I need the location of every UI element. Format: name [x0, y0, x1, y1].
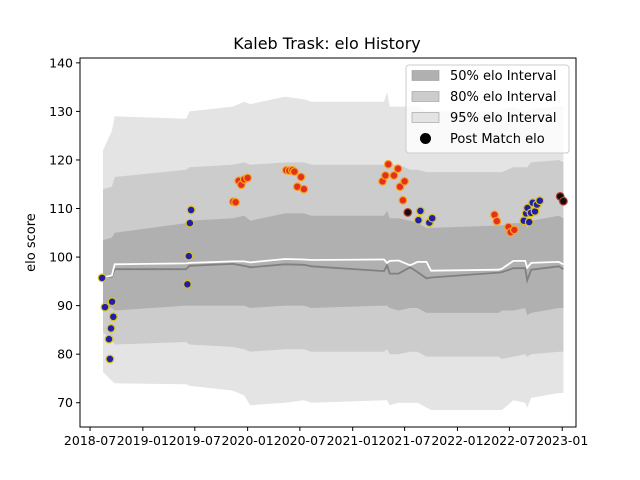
match-point-loss [535, 196, 545, 206]
x-tick-label: 2022-07 [483, 433, 535, 448]
y-tick-label: 80 [57, 347, 73, 362]
y-tick-label: 110 [49, 201, 73, 216]
x-tick-label: 2018-07 [64, 433, 116, 448]
match-point-win [290, 167, 299, 177]
legend-swatch [411, 70, 440, 81]
x-tick-label: 2021-01 [327, 433, 379, 448]
match-point-win [389, 171, 399, 180]
median-elo-line [102, 262, 564, 284]
match-point-win [383, 159, 393, 169]
chart-title: Kaleb Trask: elo History [233, 34, 421, 53]
match-point-loss [427, 213, 437, 223]
match-point-win [393, 164, 403, 174]
match-point-loss [106, 324, 116, 333]
mean-elo-line [102, 258, 564, 279]
match-point-loss [100, 302, 110, 312]
legend-swatch [411, 112, 440, 123]
match-point-loss [107, 297, 117, 307]
legend-label: 80% elo Interval [450, 90, 557, 105]
match-point-loss [185, 218, 195, 228]
legend-label: 95% elo Interval [450, 111, 557, 126]
legend-box [405, 64, 570, 154]
match-point-win [400, 176, 410, 186]
match-point-win [299, 184, 309, 194]
match-point-win [509, 225, 519, 235]
match-point-loss [414, 215, 423, 225]
match-point-win [231, 197, 241, 207]
x-tick-label: 2023-01 [536, 433, 588, 448]
match-point-loss [524, 217, 534, 227]
y-axis-title: elo score [24, 213, 39, 272]
match-point-loss [105, 354, 115, 364]
y-tick-label: 90 [57, 298, 73, 313]
match-point-draw [403, 207, 413, 217]
legend: 50% elo Interval 80% elo Interval 95% elo … [405, 64, 570, 154]
match-point-loss [416, 206, 425, 216]
y-axis: 70 80 90 100 110 120 130 140 [49, 55, 80, 410]
match-point-win [395, 182, 405, 192]
x-tick-label: 2019-01 [117, 433, 169, 448]
legend-swatch [411, 91, 440, 102]
band-50-interval [103, 210, 564, 316]
match-point-loss [97, 273, 107, 283]
x-tick-label: 2022-01 [431, 433, 483, 448]
x-tick-label: 2020-07 [274, 433, 326, 448]
legend-label: Post Match elo [450, 132, 545, 147]
y-tick-label: 100 [49, 250, 73, 265]
legend-label: 50% elo Interval [450, 69, 557, 84]
match-point-loss [104, 334, 114, 344]
y-tick-label: 140 [49, 55, 73, 70]
y-tick-label: 70 [57, 395, 73, 410]
y-tick-label: 130 [49, 104, 73, 119]
match-point-loss [186, 205, 196, 215]
match-point-loss [108, 312, 118, 322]
plot-frame [79, 57, 577, 428]
y-tick-label: 120 [49, 152, 73, 167]
match-point-win [381, 171, 390, 180]
match-point-win [398, 195, 408, 205]
match-point-loss [184, 251, 194, 261]
plot-area [97, 92, 568, 410]
x-tick-label: 2021-07 [379, 433, 431, 448]
x-axis: 2018-07 2019-01 2019-07 2020-01 2020-07 2021-… [64, 427, 588, 448]
match-point-win [296, 172, 306, 182]
match-point-win [492, 216, 502, 226]
legend-marker [420, 133, 431, 144]
match-point-draw [559, 196, 568, 206]
match-point-loss [182, 279, 192, 289]
match-point-win [243, 173, 253, 183]
x-tick-label: 2020-01 [222, 433, 274, 448]
x-tick-label: 2019-07 [169, 433, 221, 448]
